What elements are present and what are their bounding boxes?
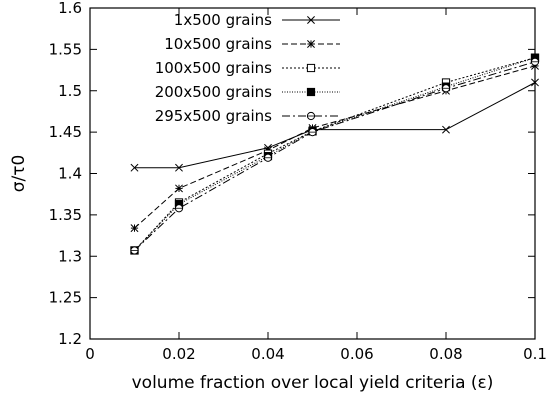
x-marker-stroke [175, 163, 183, 172]
y-tick-label: 1.25 [49, 289, 82, 307]
data-point [130, 224, 139, 233]
x-tick-label: 0.1 [523, 345, 547, 363]
data-point [263, 153, 273, 162]
y-tick-label: 1.6 [58, 0, 82, 17]
legend-marker [306, 63, 316, 73]
y-axis-label: σ/τ0 [9, 155, 29, 193]
y-tick-label: 1.2 [58, 330, 82, 348]
y-tick-label: 1.55 [49, 40, 82, 58]
legend-label: 1x500 grains [174, 11, 272, 29]
legend-marker [307, 40, 315, 48]
x-tick-label: 0.08 [429, 345, 462, 363]
y-tick-label: 1.45 [49, 123, 82, 141]
x-marker-stroke [531, 78, 539, 87]
data-point [175, 163, 183, 172]
legend-marker [307, 16, 315, 24]
y-tick-label: 1.5 [58, 82, 82, 100]
x-axis-label: volume fraction over local yield criteri… [132, 373, 494, 393]
series-layer [130, 53, 540, 255]
y-tick-label: 1.4 [58, 165, 82, 183]
data-point [175, 184, 183, 193]
data-point [531, 78, 539, 87]
x-tick-label: 0.02 [162, 345, 195, 363]
legend-marker [306, 87, 316, 97]
x-marker-stroke [130, 163, 139, 172]
series-line [134, 57, 536, 251]
y-tick-label: 1.35 [49, 206, 82, 224]
data-point [174, 204, 184, 213]
y-tick-label: 1.3 [58, 247, 82, 265]
legend-label: 100x500 grains [155, 59, 272, 77]
series-line [134, 61, 536, 251]
x-tick-label: 0.04 [251, 345, 284, 363]
legend: 1x500 grains 10x500 grains 100x500 grains 2… [155, 11, 340, 125]
legend-marker [306, 111, 316, 121]
legend-label: 200x500 grains [155, 83, 272, 101]
series-line [134, 65, 536, 229]
data-point [130, 163, 139, 172]
series-5 [130, 57, 540, 255]
legend-label: 10x500 grains [164, 35, 272, 53]
plot-border [89, 7, 536, 340]
data-point [130, 246, 139, 255]
x-tick-label: 0.06 [340, 345, 373, 363]
plot-frame [89, 7, 536, 340]
data-point [441, 84, 451, 93]
axis-ticks: 0 0.02 0.04 0.06 0.08 0.1 1.2 1.25 1.3 1.35 1.4 1.4… [49, 0, 547, 363]
x-marker-stroke [307, 16, 315, 24]
data-point [530, 57, 540, 66]
x-tick-label: 0 [85, 345, 95, 363]
data-point [308, 128, 317, 137]
x-marker-stroke [442, 125, 450, 134]
data-point [442, 125, 450, 134]
legend-label: 295x500 grains [155, 107, 272, 125]
